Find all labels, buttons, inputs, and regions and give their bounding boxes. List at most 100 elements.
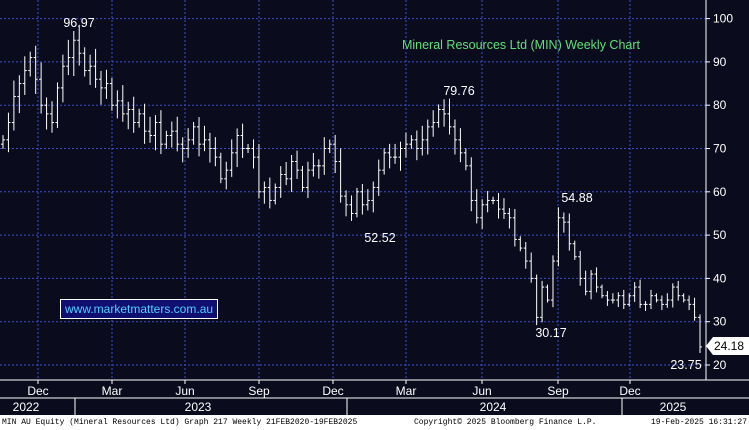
ohlc-bar — [11, 80, 16, 131]
ohlc-bar — [414, 130, 419, 161]
last-price-label: 24.18 — [714, 339, 744, 353]
ohlc-bar — [610, 293, 615, 304]
ohlc-bar — [278, 166, 283, 198]
ohlc-bar — [142, 103, 147, 144]
ohlc-bar — [365, 189, 370, 211]
ohlc-bar — [567, 213, 572, 251]
ohlc-bar — [572, 240, 577, 260]
ohlc-bar — [648, 289, 653, 310]
ohlc-bar — [164, 130, 169, 149]
ohlc-bar — [71, 30, 76, 77]
ohlc-bar — [338, 148, 343, 203]
ohlc-bar — [44, 97, 49, 130]
ohlc-bar — [126, 101, 131, 130]
year-label: 2023 — [185, 400, 212, 414]
ohlc-bar — [491, 196, 496, 205]
ohlc-bar — [507, 208, 512, 229]
ohlc-bar — [382, 148, 387, 175]
x-axis: Dec Mar Jun Sep Dec Mar Jun Sep Dec 2022 2023 2024 2… — [0, 379, 749, 415]
ohlc-bar — [523, 241, 528, 269]
x-tick-label: Dec — [322, 384, 343, 398]
ohlc-bar — [638, 279, 643, 309]
ohlc-bar — [273, 183, 278, 205]
ohlc-bar — [311, 152, 316, 177]
ohlc-bar — [518, 236, 523, 252]
ohlc-bar — [605, 291, 610, 306]
ohlc-bar — [305, 161, 310, 199]
ohlc-bar — [169, 121, 174, 148]
ohlc-bar — [687, 295, 692, 311]
ohlc-bar — [627, 293, 632, 307]
ohlc-bar — [17, 75, 22, 114]
y-tick-label: 50 — [713, 228, 727, 242]
y-tick-label: 70 — [713, 142, 727, 156]
ohlc-bar — [485, 191, 490, 213]
ohlc-bar — [284, 162, 289, 186]
year-label: 2024 — [480, 400, 507, 414]
ohlc-bar — [403, 132, 408, 158]
y-tick-label: 100 — [713, 12, 733, 26]
price-annotation: 52.52 — [364, 231, 395, 245]
ohlc-bar — [501, 198, 506, 219]
ohlc-bar — [262, 181, 267, 204]
ohlc-bar — [360, 184, 365, 215]
ohlc-bar — [99, 70, 104, 105]
ohlc-bar — [88, 54, 93, 86]
year-label: 2022 — [13, 400, 40, 414]
ohlc-bar — [474, 189, 479, 224]
ohlc-bars — [1, 24, 702, 353]
ohlc-bar — [578, 250, 583, 286]
ohlc-bar — [621, 289, 626, 310]
ohlc-bar — [545, 284, 550, 303]
ohlc-bar — [202, 125, 207, 152]
ohlc-bar — [556, 207, 561, 267]
ohlc-bar — [316, 159, 321, 179]
ohlc-bar — [632, 282, 637, 302]
ohlc-bar — [376, 159, 381, 196]
ohlc-bar — [616, 292, 621, 308]
brand-watermark[interactable]: www.marketmatters.com.au — [60, 299, 219, 319]
ohlc-bar — [224, 161, 229, 190]
ohlc-bar — [175, 116, 180, 152]
price-annotation: 96.97 — [63, 16, 94, 30]
x-tick-label: Jun — [472, 384, 491, 398]
ohlc-bar — [246, 143, 251, 154]
footer-copyright: Copyright© 2025 Bloomberg Finance L.P. — [414, 418, 597, 427]
ohlc-bar — [643, 301, 648, 312]
footer-timestamp: 19-Feb-2025 16:31:27 — [650, 418, 747, 427]
ohlc-bar — [698, 314, 702, 353]
price-annotation: 23.75 — [670, 358, 701, 372]
x-tick-label: Sep — [248, 384, 270, 398]
ohlc-bar — [659, 295, 664, 311]
price-annotation: 79.76 — [443, 84, 474, 98]
ohlc-bar — [452, 119, 457, 155]
ohlc-bar — [676, 280, 681, 301]
ohlc-bar — [115, 90, 120, 119]
ohlc-bar — [442, 99, 447, 127]
ohlc-bar — [447, 98, 452, 135]
footer-bar: MIN AU Equity (Mineral Resources Ltd) Gr… — [0, 415, 749, 430]
ohlc-bar — [599, 284, 604, 299]
footer-security-info: MIN AU Equity (Mineral Resources Ltd) Gr… — [2, 418, 358, 427]
ohlc-bar — [594, 267, 599, 293]
x-tick-label: Sep — [547, 384, 569, 398]
ohlc-bar — [425, 119, 430, 155]
ohlc-bar — [654, 293, 659, 303]
x-tick-label: Jun — [175, 384, 194, 398]
x-tick-label: Mar — [102, 384, 123, 398]
ohlc-bar — [1, 135, 5, 149]
ohlc-bar — [251, 139, 256, 169]
price-annotation: 54.88 — [561, 191, 592, 205]
ohlc-bar — [82, 47, 87, 77]
ohlc-bar — [436, 104, 441, 128]
ohlc-bar — [148, 116, 153, 143]
ohlc-bar — [197, 117, 202, 157]
ohlc-bar — [681, 293, 686, 303]
ohlc-bar — [409, 135, 414, 149]
ohlc-bar — [393, 143, 398, 164]
ohlc-bar — [529, 252, 534, 283]
year-label: 2025 — [660, 400, 687, 414]
ohlc-bar — [458, 128, 463, 163]
ohlc-bar — [256, 143, 261, 199]
ohlc-bar — [240, 123, 245, 158]
